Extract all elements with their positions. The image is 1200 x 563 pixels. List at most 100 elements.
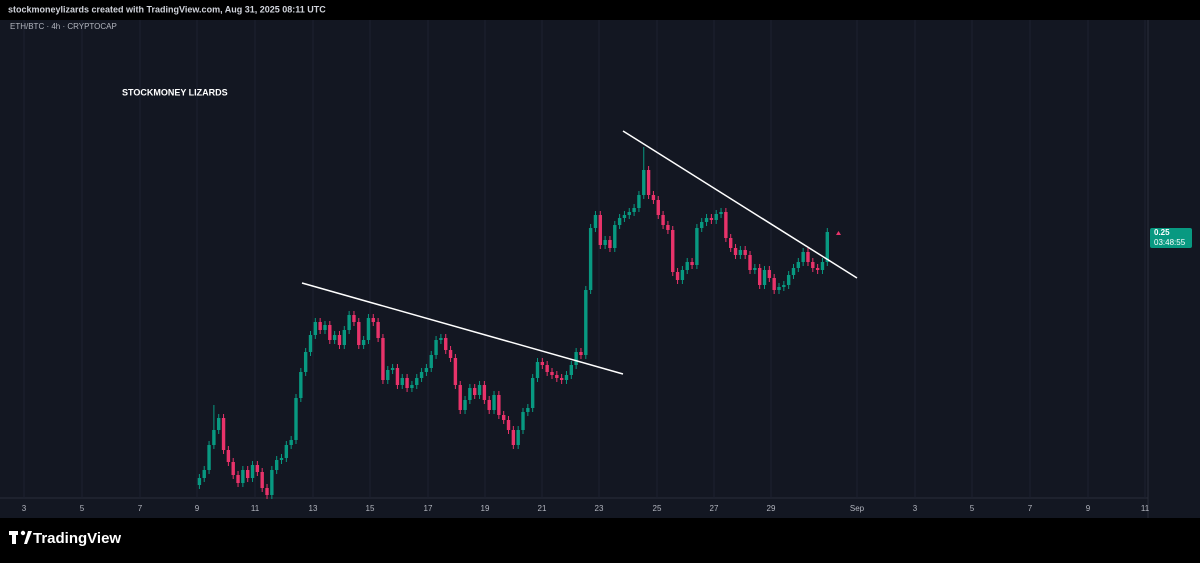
brand-name: TradingView <box>33 530 121 547</box>
header-bar <box>0 0 1200 20</box>
candle-body <box>415 378 419 385</box>
candle-body <box>786 275 791 285</box>
chart-area <box>0 20 1200 518</box>
candle-body <box>666 225 670 230</box>
x-tick-label: 11 <box>1141 504 1150 513</box>
candle-body <box>627 212 631 215</box>
footer-bar <box>0 518 1200 558</box>
candle-body <box>260 472 264 488</box>
last-price-marker <box>836 231 841 235</box>
x-tick-label: 25 <box>653 504 662 513</box>
candle-body <box>579 352 583 355</box>
candle-body <box>675 272 680 280</box>
candle-body <box>294 398 298 440</box>
annotation: STOCKMONEY LIZARDS <box>122 87 228 97</box>
candle-body <box>361 340 366 345</box>
candle-body <box>226 450 231 462</box>
candle-body <box>753 268 757 270</box>
candle-body <box>236 475 240 483</box>
candle-body <box>521 412 525 430</box>
x-tick-label: 23 <box>595 504 604 513</box>
candle-body <box>221 418 226 450</box>
candle-body <box>709 218 714 220</box>
candle-body <box>719 212 723 214</box>
candle-body <box>642 170 646 195</box>
candle-body <box>395 368 400 385</box>
candle-body <box>274 460 279 470</box>
candle-body <box>323 325 327 330</box>
candle-body <box>497 395 501 415</box>
candle-body <box>352 315 356 322</box>
candle-body <box>574 352 578 365</box>
last-price-badge <box>1150 228 1192 248</box>
candle-body <box>487 400 491 410</box>
candle-body <box>250 465 255 478</box>
candle-body <box>559 378 564 380</box>
candle-body <box>569 365 574 375</box>
candle-body <box>777 287 781 290</box>
candle-body <box>477 385 482 395</box>
candle-body <box>564 375 569 380</box>
candle-body <box>714 214 718 220</box>
candle-body <box>680 270 685 280</box>
candle-body <box>530 378 535 408</box>
candle-body <box>811 262 815 268</box>
x-tick-label: 5 <box>970 504 975 513</box>
candle-body <box>762 270 767 285</box>
trendline <box>622 130 858 279</box>
candle-body <box>526 408 530 412</box>
candle-body <box>444 338 448 350</box>
candle-body <box>685 262 689 270</box>
candle-body <box>598 215 602 245</box>
candle-body <box>381 338 385 380</box>
candle-body <box>308 335 313 352</box>
candle-body <box>656 200 660 215</box>
candle-body <box>434 340 438 355</box>
candle-body <box>419 372 424 378</box>
x-tick-label: 11 <box>251 504 260 513</box>
x-tick-label: 3 <box>913 504 918 513</box>
candle-body <box>231 462 235 475</box>
candle-body <box>511 430 516 445</box>
candle-body <box>613 225 617 248</box>
candle-body <box>241 470 245 483</box>
x-tick-label: 9 <box>195 504 200 513</box>
candle-body <box>197 478 202 485</box>
candle-body <box>400 378 404 385</box>
candle-body <box>429 355 433 368</box>
candle-body <box>246 470 250 478</box>
candle-body <box>366 318 371 340</box>
candle-body <box>410 385 414 388</box>
candle-body <box>729 238 733 248</box>
candle-body <box>371 318 375 322</box>
brand-logo <box>9 530 32 544</box>
candle-body <box>318 322 322 330</box>
candle-body <box>390 368 395 370</box>
candle-body <box>820 262 825 270</box>
candle-body <box>284 445 289 458</box>
candle-body <box>733 248 738 255</box>
candle-body <box>608 240 612 248</box>
candle-body <box>622 215 627 218</box>
candle-body <box>801 252 805 262</box>
candle-body <box>313 322 318 335</box>
candle-body <box>617 218 622 225</box>
candle-body <box>535 362 540 378</box>
candle-body <box>482 385 487 400</box>
candle-body <box>704 218 709 222</box>
candle-body <box>825 232 829 262</box>
x-tick-label: 3 <box>22 504 27 513</box>
candle-body <box>743 250 747 255</box>
candle-body <box>506 420 511 430</box>
x-tick-label: 19 <box>481 504 490 513</box>
candle-body <box>463 400 467 410</box>
x-tick-label: 7 <box>138 504 143 513</box>
candle-body <box>550 372 554 375</box>
x-tick-label: 21 <box>538 504 547 513</box>
candle-body <box>588 228 593 290</box>
candle-body <box>772 278 776 290</box>
trendline <box>301 282 624 375</box>
x-tick-label: 5 <box>80 504 85 513</box>
header-text: stockmoneylizards created with TradingVi… <box>8 4 326 14</box>
candle-body <box>337 335 342 345</box>
